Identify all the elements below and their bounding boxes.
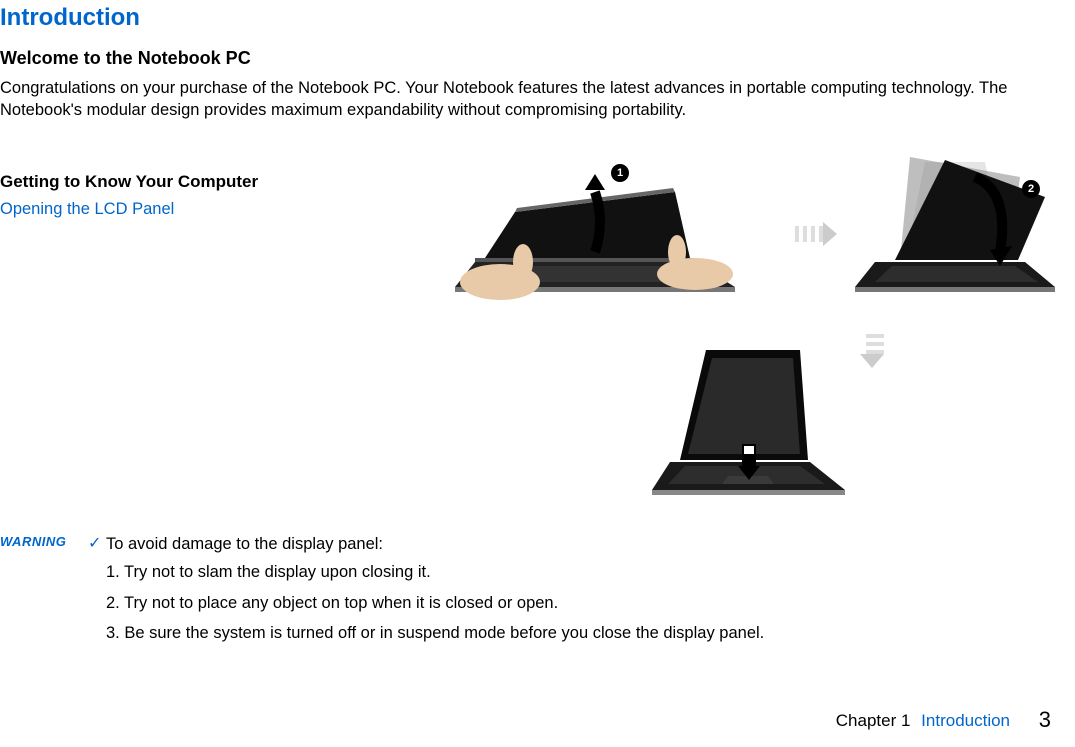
- laptop-step3-image: [650, 332, 850, 507]
- welcome-heading: Welcome to the Notebook PC: [0, 48, 1075, 69]
- arrow-downleft-icon: [860, 332, 890, 362]
- chapter-name: Introduction: [921, 711, 1010, 730]
- hero-title: Introduction: [0, 4, 1075, 32]
- gtk-sub: Opening the LCD Panel: [0, 200, 430, 219]
- check-icon: ✓: [88, 532, 106, 553]
- gtk-heading: Getting to Know Your Computer: [0, 172, 430, 192]
- welcome-paragraph: Congratulations on your purchase of the …: [0, 77, 1075, 122]
- arrow-right-icon: [795, 222, 831, 246]
- warning-label: WARNING: [0, 532, 88, 549]
- warning-item: 1. Try not to slam the display upon clos…: [106, 557, 1075, 588]
- page-number: 3: [1039, 707, 1051, 732]
- chapter-label: Chapter 1: [836, 711, 911, 730]
- laptop-step1-image: 1: [445, 132, 745, 307]
- page-footer: Chapter 1 Introduction 3: [836, 707, 1051, 733]
- warning-item: 2. Try not to place any object on top wh…: [106, 588, 1075, 619]
- warning-item: 3. Be sure the system is turned off or i…: [106, 618, 1075, 649]
- laptop-step2-image: 2: [850, 142, 1060, 307]
- callout-1: 1: [611, 164, 629, 182]
- illustration-area: 1: [430, 132, 1075, 532]
- callout-2: 2: [1022, 180, 1040, 198]
- warning-intro: To avoid damage to the display panel:: [106, 532, 383, 558]
